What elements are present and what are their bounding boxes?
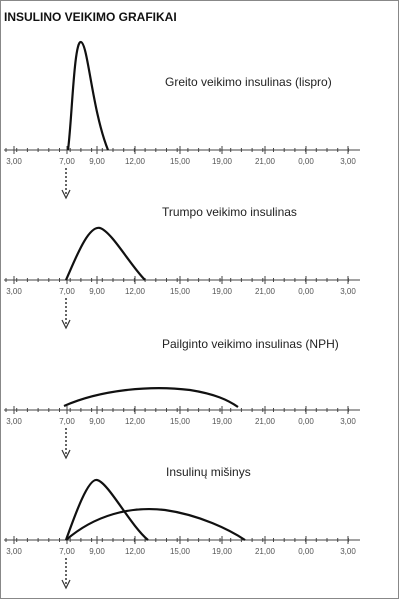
tick-label: 3,00 bbox=[6, 287, 22, 296]
tick-label: 19,00 bbox=[212, 287, 233, 296]
tick-label: 3,00 bbox=[6, 547, 22, 556]
curve bbox=[64, 478, 149, 541]
tick-label: 19,00 bbox=[212, 547, 233, 556]
tick-label: 19,00 bbox=[212, 157, 233, 166]
tick-label: 7,00 bbox=[59, 287, 75, 296]
tick-label: 9,00 bbox=[89, 547, 105, 556]
tick-label: 15,00 bbox=[170, 547, 191, 556]
tick-label: 7,00 bbox=[59, 157, 75, 166]
page-border bbox=[0, 0, 399, 599]
tick-label: 12,00 bbox=[125, 547, 146, 556]
tick-label: 21,00 bbox=[255, 157, 276, 166]
tick-label: 0,00 bbox=[298, 417, 314, 426]
tick-label: 9,00 bbox=[89, 157, 105, 166]
curve bbox=[65, 508, 246, 541]
panel-label: Insulinų mišinys bbox=[166, 465, 251, 479]
arrow-head bbox=[61, 189, 71, 200]
tick-label: 15,00 bbox=[170, 417, 191, 426]
curve bbox=[66, 40, 110, 151]
arrow-head bbox=[61, 319, 71, 330]
tick-label: 7,00 bbox=[59, 547, 75, 556]
panels: Greito veikimo insulinas (lispro) 3,00 7,0… bbox=[4, 75, 360, 590]
tick-label: 0,00 bbox=[298, 547, 314, 556]
curve bbox=[64, 226, 146, 281]
panel-label: Trumpo veikimo insulinas bbox=[162, 205, 297, 219]
tick-label: 3,00 bbox=[340, 157, 356, 166]
tick-label: 3,00 bbox=[340, 417, 356, 426]
tick-label: 12,00 bbox=[125, 157, 146, 166]
title: INSULINO VEIKIMO GRAFIKAI bbox=[4, 10, 177, 24]
tick-label: 12,00 bbox=[125, 417, 146, 426]
tick-label: 21,00 bbox=[255, 547, 276, 556]
tick-label: 12,00 bbox=[125, 287, 146, 296]
tick-label: 3,00 bbox=[6, 157, 22, 166]
panel-label: Pailginto veikimo insulinas (NPH) bbox=[162, 337, 339, 351]
tick-label: 19,00 bbox=[212, 417, 233, 426]
tick-label: 0,00 bbox=[298, 287, 314, 296]
tick-label: 3,00 bbox=[340, 287, 356, 296]
arrow-head bbox=[61, 579, 71, 590]
arrow-head bbox=[61, 449, 71, 460]
curve bbox=[63, 387, 239, 408]
tick-label: 3,00 bbox=[340, 547, 356, 556]
panel-label: Greito veikimo insulinas (lispro) bbox=[165, 75, 332, 89]
tick-label: 3,00 bbox=[6, 417, 22, 426]
tick-label: 0,00 bbox=[298, 157, 314, 166]
tick-label: 9,00 bbox=[89, 287, 105, 296]
tick-label: 7,00 bbox=[59, 417, 75, 426]
tick-label: 21,00 bbox=[255, 417, 276, 426]
tick-label: 15,00 bbox=[170, 157, 191, 166]
tick-label: 15,00 bbox=[170, 287, 191, 296]
tick-label: 21,00 bbox=[255, 287, 276, 296]
tick-label: 9,00 bbox=[89, 417, 105, 426]
